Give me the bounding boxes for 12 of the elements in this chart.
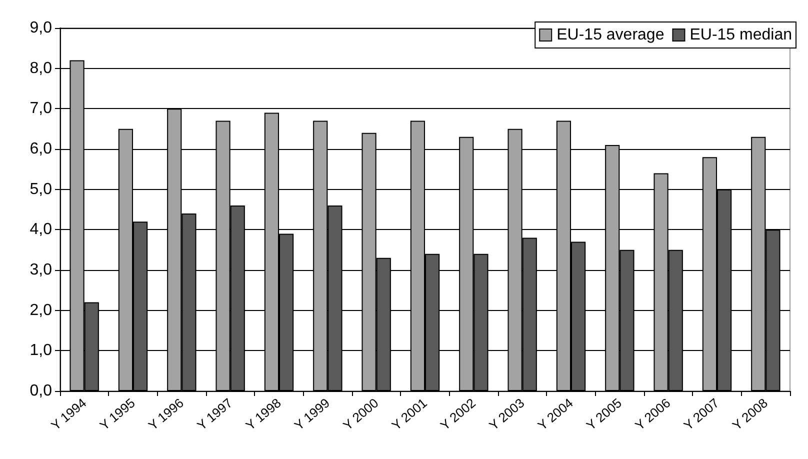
y-tick-label: 6,0 [30,140,52,158]
y-tick-label: 4,0 [30,221,52,238]
y-tick-label: 1,0 [30,342,52,360]
legend-label: EU-15 average [556,26,664,44]
y-tick-label: 9,0 [30,20,52,36]
y-tick-label: 5,0 [30,180,52,198]
y-tick-label: 2,0 [30,302,52,319]
y-tick-label: 0,0 [30,382,52,400]
y-tick-label: 3,0 [30,262,52,278]
legend-label: EU-15 median [690,26,792,44]
y-tick-label: 8,0 [30,60,52,77]
y-tick-label: 7,0 [30,100,52,118]
